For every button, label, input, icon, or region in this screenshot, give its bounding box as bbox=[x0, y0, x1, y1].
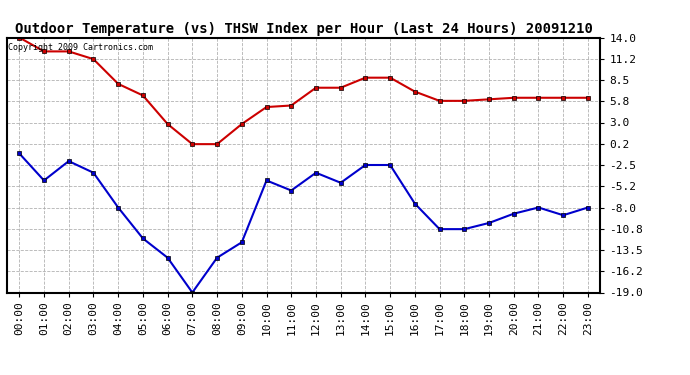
Title: Outdoor Temperature (vs) THSW Index per Hour (Last 24 Hours) 20091210: Outdoor Temperature (vs) THSW Index per … bbox=[14, 22, 593, 36]
Text: Copyright 2009 Cartronics.com: Copyright 2009 Cartronics.com bbox=[8, 43, 153, 52]
